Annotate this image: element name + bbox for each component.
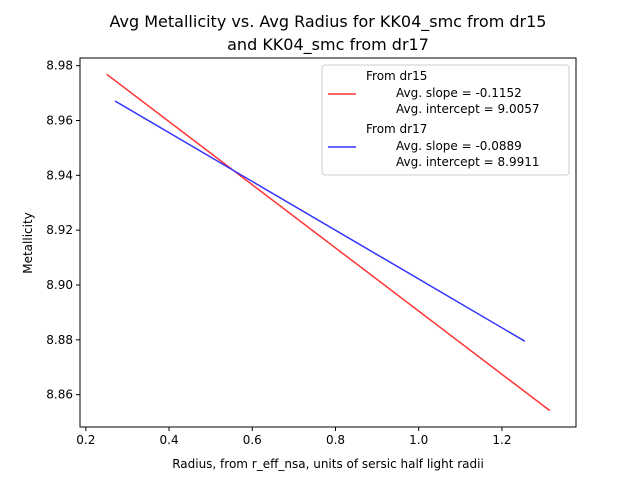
x-axis-label: Radius, from r_eff_nsa, units of sersic …: [172, 457, 484, 471]
y-tick-label: 8.86: [46, 388, 73, 402]
series-line-dr15: [106, 73, 551, 412]
legend-intercept-dr17: Avg. intercept = 8.9911: [396, 155, 540, 169]
legend-box: [321, 64, 570, 176]
legend-slope-dr15: Avg. slope = -0.1152: [396, 86, 522, 100]
y-tick-label: 8.98: [46, 59, 73, 73]
x-tick-label: 1.0: [409, 433, 428, 447]
x-tick-label: 0.4: [160, 433, 179, 447]
legend-slope-dr17: Avg. slope = -0.0889: [396, 139, 522, 153]
legend-label-dr17: From dr17: [366, 122, 427, 136]
y-axis-label: Metallicity: [21, 212, 35, 274]
y-tick-label: 8.96: [46, 114, 73, 128]
y-tick-label: 8.94: [46, 168, 73, 182]
chart-title-line-1: Avg Metallicity vs. Avg Radius for KK04_…: [110, 12, 547, 32]
legend-intercept-dr15: Avg. intercept = 9.0057: [396, 102, 540, 116]
ticks-layer: 0.2 0.4 0.6 0.8 1.0 1.2 8.86 8.88 8.90 8.92 8.94 8.…: [46, 59, 511, 447]
x-tick-label: 0.2: [76, 433, 95, 447]
x-tick-label: 1.2: [492, 433, 511, 447]
plot-frame: [79, 57, 577, 428]
x-tick-label: 0.6: [243, 433, 262, 447]
x-tick-label: 0.8: [326, 433, 345, 447]
y-tick-label: 8.88: [46, 333, 73, 347]
series-line-dr17: [114, 100, 526, 342]
y-tick-label: 8.90: [46, 278, 73, 292]
legend-label-dr15: From dr15: [366, 69, 427, 83]
chart-title-line-2: and KK04_smc from dr17: [227, 35, 429, 55]
legend: From dr15 Avg. slope = -0.1152 Avg. inte…: [321, 64, 570, 176]
series-layer: [106, 73, 551, 412]
y-tick-label: 8.92: [46, 223, 73, 237]
